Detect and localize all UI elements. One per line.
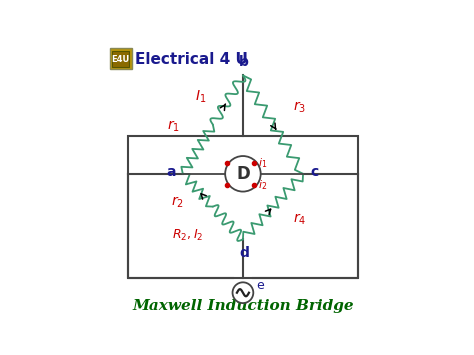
Text: $r_1$: $r_1$ <box>167 118 180 134</box>
Text: $r_4$: $r_4$ <box>293 211 307 226</box>
Text: d: d <box>239 246 249 260</box>
Bar <box>128 136 358 278</box>
Text: $r_3$: $r_3$ <box>293 99 307 115</box>
Text: D: D <box>236 165 250 183</box>
Text: $I_1$: $I_1$ <box>195 89 206 105</box>
Text: Maxwell Induction Bridge: Maxwell Induction Bridge <box>132 299 354 313</box>
Text: b: b <box>239 55 249 69</box>
Text: Electrical 4 U: Electrical 4 U <box>135 51 248 66</box>
Text: $r_2$: $r_2$ <box>171 195 184 210</box>
FancyBboxPatch shape <box>109 48 132 69</box>
Text: $i_2$: $i_2$ <box>258 178 267 192</box>
Text: $R_2,I_2$: $R_2,I_2$ <box>172 228 203 243</box>
Circle shape <box>233 282 253 303</box>
Text: $i_2$: $i_2$ <box>232 178 241 192</box>
Text: $i_1$: $i_1$ <box>232 156 241 170</box>
Text: c: c <box>310 165 318 179</box>
Text: a: a <box>166 165 176 179</box>
Text: E4U: E4U <box>111 55 129 64</box>
FancyBboxPatch shape <box>112 51 129 67</box>
Text: e: e <box>256 279 264 293</box>
Circle shape <box>225 156 261 192</box>
Text: $i_1$: $i_1$ <box>258 156 267 170</box>
